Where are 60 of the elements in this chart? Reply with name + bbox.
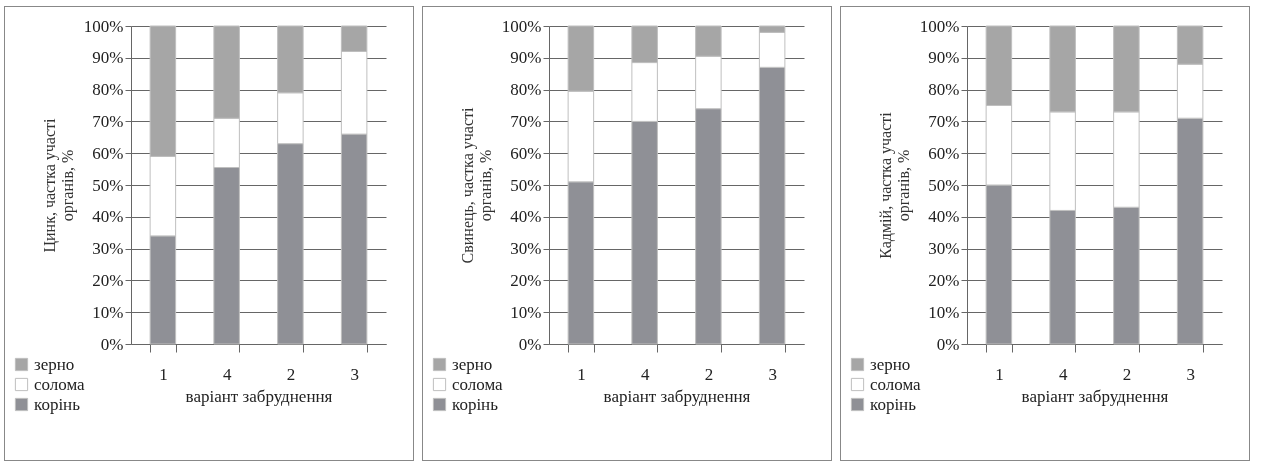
x-tick-label: 4 xyxy=(1058,364,1068,384)
y-tick-label: 70% xyxy=(928,111,960,131)
y-tick-label: 30% xyxy=(510,239,542,259)
x-tick-label: 1 xyxy=(159,364,168,384)
y-axis-title: Цинк, частка участі органів, % xyxy=(40,117,77,253)
y-tick-label: 70% xyxy=(510,111,542,131)
x-tick-label: 1 xyxy=(995,364,1004,384)
y-tick-label: 100% xyxy=(501,16,542,36)
x-tick-label: 2 xyxy=(286,364,296,384)
y-tick-label: 100% xyxy=(83,16,124,36)
y-tick-label: 90% xyxy=(92,48,124,68)
legend-label: солома xyxy=(870,374,922,394)
y-tick-label: 70% xyxy=(92,111,124,131)
y-tick-label: 20% xyxy=(92,270,124,290)
legend-label: корінь xyxy=(34,394,81,414)
y-tick-label: 80% xyxy=(928,80,960,100)
x-axis-title: варіант забруднення xyxy=(185,386,333,406)
x-axis-title: варіант забруднення xyxy=(1021,386,1169,406)
y-tick-label: 0% xyxy=(936,334,960,354)
y-tick-label: 10% xyxy=(510,302,542,322)
y-tick-label: 100% xyxy=(919,16,960,36)
y-tick-label: 0% xyxy=(100,334,124,354)
y-tick-label: 40% xyxy=(510,207,542,227)
legend-label: корінь xyxy=(452,394,499,414)
legend-label: корінь xyxy=(870,394,917,414)
x-tick-label: 2 xyxy=(1122,364,1132,384)
y-tick-label: 80% xyxy=(510,80,542,100)
y-tick-label: 90% xyxy=(928,48,960,68)
y-tick-label: 10% xyxy=(92,302,124,322)
y-tick-label: 40% xyxy=(928,207,960,227)
y-tick-label: 40% xyxy=(92,207,124,227)
y-axis-title: Кадмій, частка участі органів, % xyxy=(876,111,913,259)
x-tick-label: 2 xyxy=(704,364,714,384)
x-tick-label: 4 xyxy=(222,364,232,384)
legend-label: зерно xyxy=(452,354,493,374)
y-tick-label: 0% xyxy=(518,334,542,354)
legend-label: солома xyxy=(34,374,86,394)
y-tick-label: 30% xyxy=(92,239,124,259)
legend-label: зерно xyxy=(870,354,911,374)
legend-label: солома xyxy=(452,374,504,394)
y-tick-label: 50% xyxy=(510,175,542,195)
y-tick-label: 60% xyxy=(928,143,960,163)
y-tick-label: 90% xyxy=(510,48,542,68)
x-tick-label: 4 xyxy=(640,364,650,384)
x-tick-label: 3 xyxy=(1186,364,1195,384)
y-tick-label: 20% xyxy=(928,270,960,290)
y-tick-label: 60% xyxy=(510,143,542,163)
y-tick-label: 50% xyxy=(928,175,960,195)
y-tick-label: 30% xyxy=(928,239,960,259)
y-tick-label: 50% xyxy=(92,175,124,195)
y-tick-label: 80% xyxy=(92,80,124,100)
x-tick-label: 3 xyxy=(768,364,777,384)
y-tick-label: 20% xyxy=(510,270,542,290)
x-tick-label: 1 xyxy=(577,364,586,384)
y-tick-label: 10% xyxy=(928,302,960,322)
x-tick-label: 3 xyxy=(350,364,359,384)
y-tick-label: 60% xyxy=(92,143,124,163)
x-axis-title: варіант забруднення xyxy=(603,386,751,406)
legend-label: зерно xyxy=(34,354,75,374)
y-axis-title: Свинець, частка участі органів, % xyxy=(458,107,495,264)
